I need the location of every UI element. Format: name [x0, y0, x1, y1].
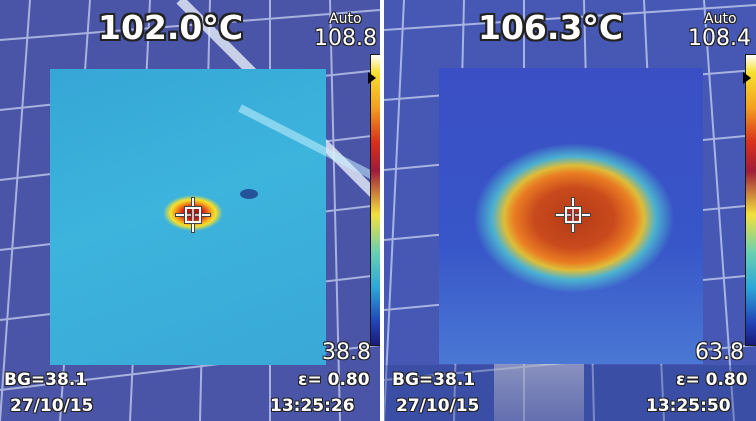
- thermal-inset: [50, 69, 380, 365]
- heat-spill: [494, 364, 584, 421]
- scale-max: 108.4: [688, 26, 751, 51]
- emissivity: ε= 0.80: [676, 370, 748, 390]
- capture-time: 13:25:26: [270, 396, 355, 416]
- color-scale-bar: [745, 54, 756, 346]
- scale-max: 108.8: [314, 26, 377, 51]
- scale-min: 63.8: [695, 340, 744, 365]
- range-mode: Auto: [704, 11, 737, 27]
- capture-date: 27/10/15: [10, 396, 94, 416]
- scale-marker-icon: [743, 72, 751, 84]
- thermal-image-right: 106.3°C Auto 108.4 63.8 BG=38.1 ε= 0.80 …: [384, 0, 756, 421]
- crosshair-icon: [556, 198, 590, 232]
- emissivity: ε= 0.80: [298, 370, 370, 390]
- scale-min: 38.8: [322, 340, 371, 365]
- thermal-inset: [439, 68, 703, 364]
- background-temperature: BG=38.1: [4, 370, 88, 390]
- crosshair-icon: [176, 198, 210, 232]
- scale-marker-icon: [368, 72, 376, 84]
- thermal-image-left: 102.0°C Auto 108.8 38.8 BG=38.1 ε= 0.80 …: [0, 0, 380, 421]
- range-mode: Auto: [329, 11, 362, 27]
- cold-spot: [240, 189, 258, 199]
- background-temperature: BG=38.1: [392, 370, 476, 390]
- capture-date: 27/10/15: [396, 396, 480, 416]
- spot-temperature: 106.3°C: [478, 8, 624, 47]
- spot-temperature: 102.0°C: [98, 8, 244, 47]
- color-scale-bar: [370, 54, 380, 346]
- capture-time: 13:25:50: [646, 396, 731, 416]
